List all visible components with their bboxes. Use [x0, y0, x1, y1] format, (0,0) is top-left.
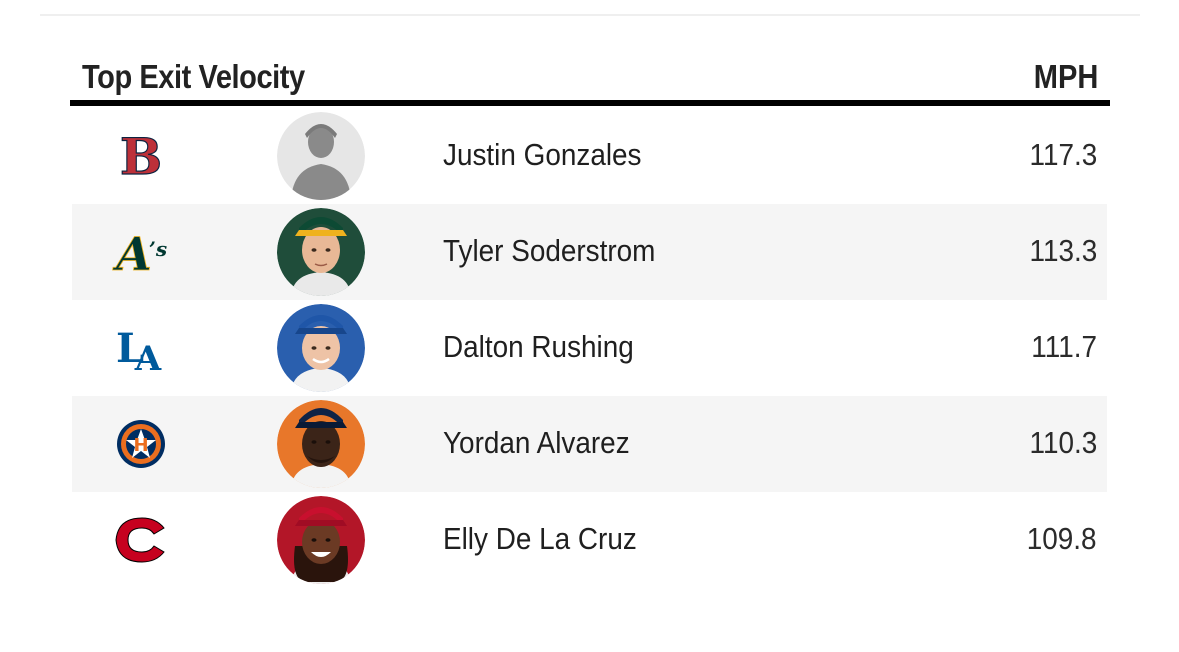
- player-name[interactable]: Tyler Soderstrom: [443, 233, 656, 268]
- exit-velocity-value: 117.3: [1029, 137, 1097, 172]
- player-headshot-icon: [277, 208, 365, 296]
- exit-velocity-value: 113.3: [1029, 233, 1097, 268]
- table-row[interactable]: A ’s Tyler Soderstrom 113.3: [72, 204, 1107, 300]
- leaderboard-title: Top Exit Velocity: [82, 58, 305, 95]
- leaderboard-table: B Justin Gonzales 117.3 A ’s: [72, 108, 1107, 588]
- player-name[interactable]: Dalton Rushing: [443, 329, 634, 364]
- exit-velocity-value: 111.7: [1031, 329, 1097, 364]
- header-rule: [70, 100, 1110, 106]
- table-row[interactable]: H Yordan Alvarez 110.3: [72, 396, 1107, 492]
- athletics-logo-icon: A ’s: [112, 226, 170, 278]
- player-headshot-icon: [277, 304, 365, 392]
- player-name[interactable]: Justin Gonzales: [443, 137, 642, 172]
- player-name[interactable]: Yordan Alvarez: [443, 425, 630, 460]
- svg-text:H: H: [133, 435, 148, 456]
- svg-text:B: B: [120, 130, 162, 182]
- table-row[interactable]: B Justin Gonzales 117.3: [72, 108, 1107, 204]
- silhouette-headshot-icon: [277, 112, 365, 200]
- unit-column-header: MPH: [1033, 58, 1098, 95]
- player-headshot-icon: [277, 400, 365, 488]
- dodgers-logo-icon: L A: [112, 322, 170, 374]
- svg-text:’s: ’s: [149, 237, 167, 261]
- red-sox-logo-icon: B: [112, 130, 170, 182]
- svg-text:A: A: [112, 227, 152, 278]
- svg-text:A: A: [134, 339, 162, 374]
- exit-velocity-value: 109.8: [1027, 521, 1097, 556]
- table-header: Top Exit Velocity MPH: [70, 56, 1110, 106]
- top-divider: [40, 14, 1140, 16]
- table-row[interactable]: L A Dalton Rushing 111.7: [72, 300, 1107, 396]
- svg-text:L: L: [116, 325, 144, 372]
- player-name[interactable]: Elly De La Cruz: [443, 521, 637, 556]
- table-row[interactable]: Elly De La Cruz 109.8: [72, 492, 1107, 588]
- reds-logo-icon: [112, 514, 170, 566]
- exit-velocity-value: 110.3: [1029, 425, 1097, 460]
- player-headshot-icon: [277, 496, 365, 584]
- astros-logo-icon: H: [112, 418, 170, 470]
